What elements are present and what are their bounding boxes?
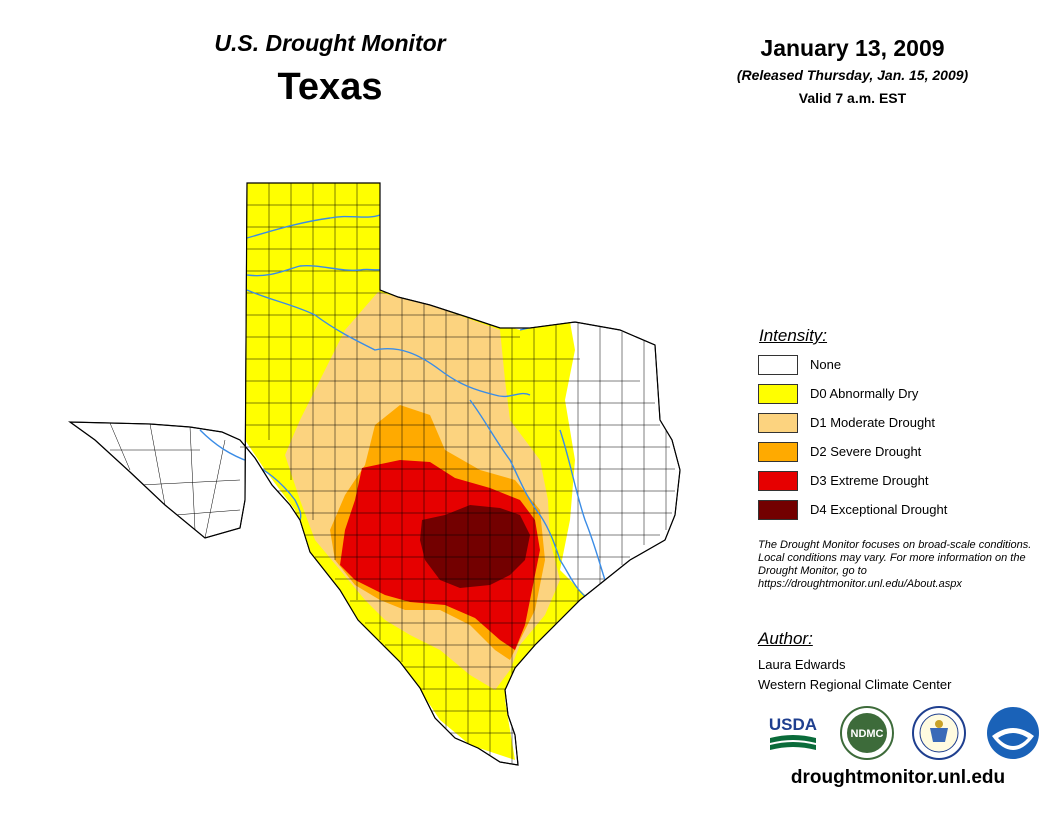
commerce-seal: [912, 706, 966, 760]
legend-label: D2 Severe Drought: [810, 444, 922, 459]
county-lines: [109, 183, 675, 765]
legend-label: D0 Abnormally Dry: [810, 386, 919, 401]
texas-drought-map: [68, 182, 681, 766]
monitor-note: The Drought Monitor focuses on broad-sca…: [758, 539, 1032, 590]
state-title: Texas: [277, 66, 383, 108]
legend-label: D4 Exceptional Drought: [810, 502, 948, 517]
d4-region: [420, 505, 530, 588]
usda-logo: USDA: [769, 715, 817, 750]
monitor-title: U.S. Drought Monitor: [214, 30, 446, 56]
usda-logo-text: USDA: [769, 715, 817, 734]
legend-swatch: [758, 413, 798, 433]
legend-swatch: [758, 471, 798, 491]
legend-label: None: [810, 357, 842, 372]
map-date: January 13, 2009: [760, 35, 945, 61]
legend-swatch: [758, 355, 798, 375]
noaa-logo: [987, 707, 1039, 759]
author-name: Laura Edwards: [758, 657, 846, 672]
legend-title: Intensity:: [759, 326, 828, 345]
release-date: (Released Thursday, Jan. 15, 2009): [736, 67, 969, 83]
ndmc-logo-text: NDMC: [851, 728, 884, 740]
footer-url[interactable]: droughtmonitor.unl.edu: [790, 767, 1006, 788]
ndmc-logo: NDMC: [840, 706, 894, 760]
legend-label: D1 Moderate Drought: [810, 415, 936, 430]
legend-label: D3 Extreme Drought: [810, 473, 929, 488]
valid-time: Valid 7 a.m. EST: [798, 90, 907, 106]
author-organization: Western Regional Climate Center: [758, 677, 952, 692]
legend-swatch: [758, 384, 798, 404]
legend-swatch: [758, 442, 798, 462]
author-heading: Author:: [758, 629, 813, 648]
legend-swatch: [758, 500, 798, 520]
